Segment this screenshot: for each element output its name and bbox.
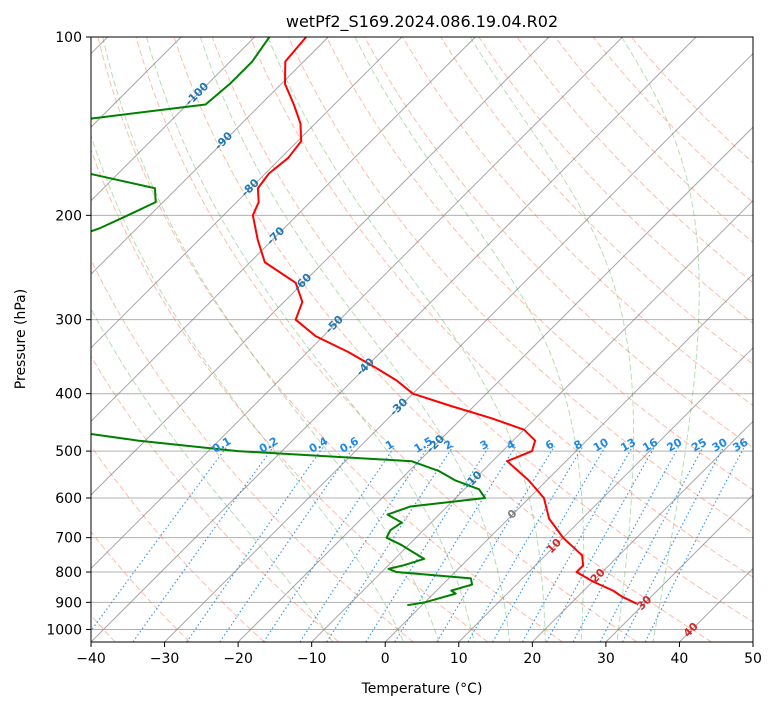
dry-adiabat (478, 37, 753, 324)
dry-adiabat (97, 37, 563, 642)
isotherm (91, 37, 256, 202)
x-axis-label: Temperature (°C) (361, 681, 483, 697)
y-tick-label: 900 (55, 595, 82, 611)
y-axis-ticks: 100 200 300 400 500 600 700 800 900 1000 (46, 30, 91, 638)
mixing-ratio-line (132, 445, 275, 642)
mixing-ratio-line (599, 445, 705, 642)
axes-border (90, 36, 754, 643)
dry-adiabat (516, 37, 753, 284)
moist-adiabat (469, 37, 635, 642)
mixing-ratio-line (644, 445, 746, 642)
dry-adiabat (592, 37, 753, 204)
isotherm (531, 420, 753, 642)
x-tick-label: 50 (744, 651, 762, 667)
isotherm (91, 37, 550, 496)
dry-adiabat (91, 355, 340, 642)
isotherm (605, 494, 753, 642)
y-tick-label: 700 (55, 531, 82, 547)
mixing-ratio-line (299, 445, 430, 642)
isotherm (164, 52, 753, 642)
axes-frame (90, 36, 754, 643)
x-tick-label: −20 (223, 651, 253, 667)
moist-adiabat (91, 307, 334, 642)
isotherm (91, 37, 697, 642)
moist-adiabats (91, 37, 700, 642)
mixing-ratio-lines (91, 445, 746, 642)
x-tick-label: 40 (671, 651, 689, 667)
dry-adiabat (630, 37, 753, 164)
x-tick-label: −10 (297, 651, 327, 667)
dry-adiabat (211, 37, 753, 623)
x-tick-label: −40 (76, 651, 106, 667)
chart-title: wetPf2_S169.2024.086.19.04.R02 (286, 12, 558, 32)
y-tick-label: 1000 (46, 622, 82, 638)
y-tick-label: 500 (55, 444, 82, 460)
mixing-ratio-line (365, 445, 490, 642)
pressure-gridlines (91, 37, 753, 630)
moist-adiabat (199, 37, 511, 642)
mixing-ratio-line (326, 445, 454, 642)
isotherm (91, 37, 329, 275)
x-axis-ticks: −40 −30 −20 −10 0 10 20 30 40 50 (76, 642, 762, 667)
dry-adiabat (402, 37, 753, 407)
y-tick-label: 800 (55, 565, 82, 581)
sounding-line (251, 37, 638, 605)
moist-adiabat (621, 37, 700, 642)
isotherm (384, 273, 753, 642)
dry-adiabat (326, 37, 753, 491)
y-tick-label: 200 (55, 208, 82, 224)
moist-adiabat (91, 134, 405, 642)
mixing-ratio-line (546, 445, 656, 642)
dry-adiabat (440, 37, 753, 365)
y-tick-label: 100 (55, 30, 82, 46)
dry-adiabat (554, 37, 753, 244)
dry-adiabat (287, 37, 753, 534)
dry-adiabat (249, 37, 753, 578)
moist-adiabat (267, 37, 546, 642)
isotherm (91, 37, 476, 423)
y-tick-label: 600 (55, 491, 82, 507)
x-tick-label: 30 (597, 651, 615, 667)
mixing-ratio-line (492, 445, 607, 642)
y-tick-label: 300 (55, 313, 82, 329)
sounding-profiles (91, 37, 638, 607)
mixing-ratio-line (572, 445, 680, 642)
isotherm (91, 37, 623, 570)
dry-adiabat (91, 148, 489, 642)
y-tick-label: 400 (55, 387, 82, 403)
plot-area: 0.1 0.2 0.4 0.6 1 1.5 2 3 4 6 8 10 13 16 20 25 30 36-100-… (91, 37, 753, 642)
dry-adiabat (135, 37, 638, 642)
isotherm (237, 126, 753, 642)
isotherm (458, 347, 753, 642)
moist-adiabat (146, 37, 475, 642)
x-tick-label: 20 (523, 651, 541, 667)
isotherms (91, 37, 753, 642)
dry-adiabat (91, 531, 191, 642)
x-tick-label: 0 (381, 651, 390, 667)
mixing-ratio-line (263, 445, 396, 642)
moist-adiabat (102, 37, 440, 642)
y-axis-label: Pressure (hPa) (13, 289, 29, 389)
x-tick-label: −30 (150, 651, 180, 667)
mixing-ratio-line (91, 445, 228, 632)
isotherm (311, 199, 753, 642)
moist-adiabat (354, 37, 585, 642)
x-tick-label: 10 (450, 651, 468, 667)
mixing-ratio-line (521, 445, 634, 642)
mixing-ratio-line (467, 445, 584, 642)
sounding-line (91, 37, 487, 607)
